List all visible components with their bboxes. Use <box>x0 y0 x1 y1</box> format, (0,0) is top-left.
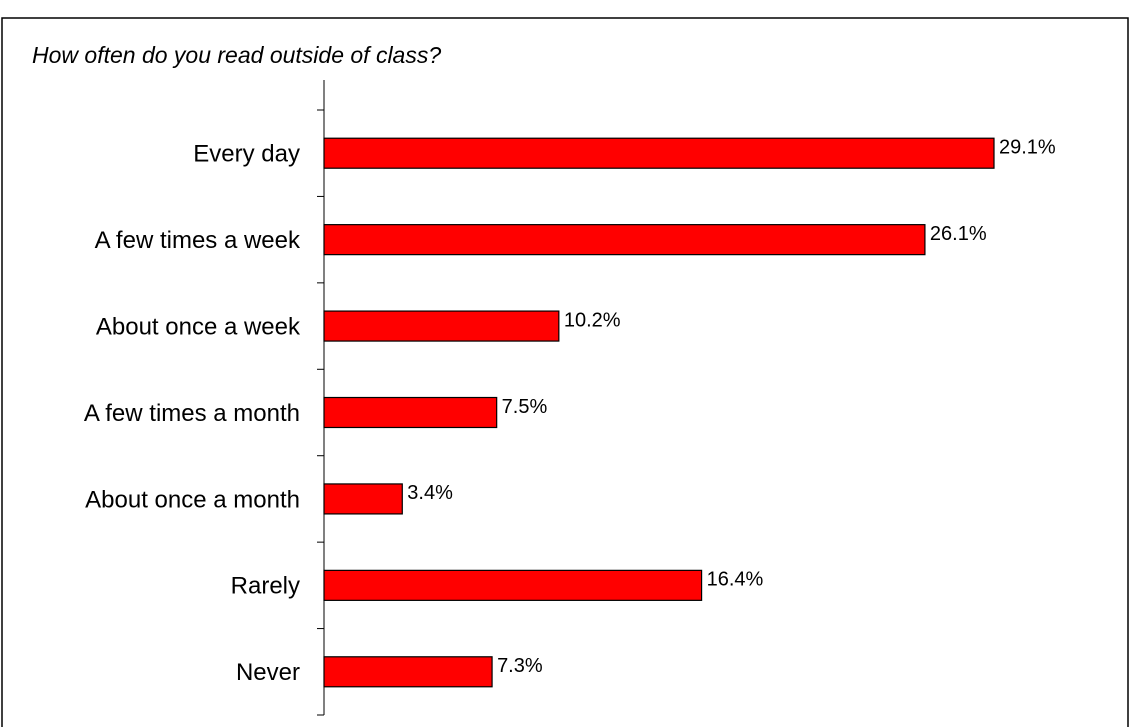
category-label: About once a week <box>96 313 301 340</box>
frame <box>1 17 1129 727</box>
bar <box>323 396 498 429</box>
category-label: Never <box>236 659 300 686</box>
bar <box>323 569 703 601</box>
bar <box>323 656 493 688</box>
value-label: 7.5% <box>502 396 548 418</box>
bar <box>323 483 403 515</box>
value-label: 10.2% <box>564 309 621 331</box>
category-label: A few times a month <box>84 400 300 427</box>
bar <box>323 137 995 169</box>
category-label: Every day <box>193 141 300 168</box>
category-label: About once a month <box>85 486 300 513</box>
chart-title: How often do you read outside of class? <box>32 42 441 68</box>
value-label: 7.3% <box>497 655 543 677</box>
value-label: 16.4% <box>707 569 764 591</box>
value-label: 29.1% <box>999 136 1056 158</box>
value-label: 3.4% <box>407 482 453 504</box>
bar <box>323 224 926 256</box>
category-label: Rarely <box>231 573 300 600</box>
value-label: 26.1% <box>930 223 987 245</box>
bar <box>323 310 560 342</box>
category-label: A few times a week <box>95 227 301 254</box>
